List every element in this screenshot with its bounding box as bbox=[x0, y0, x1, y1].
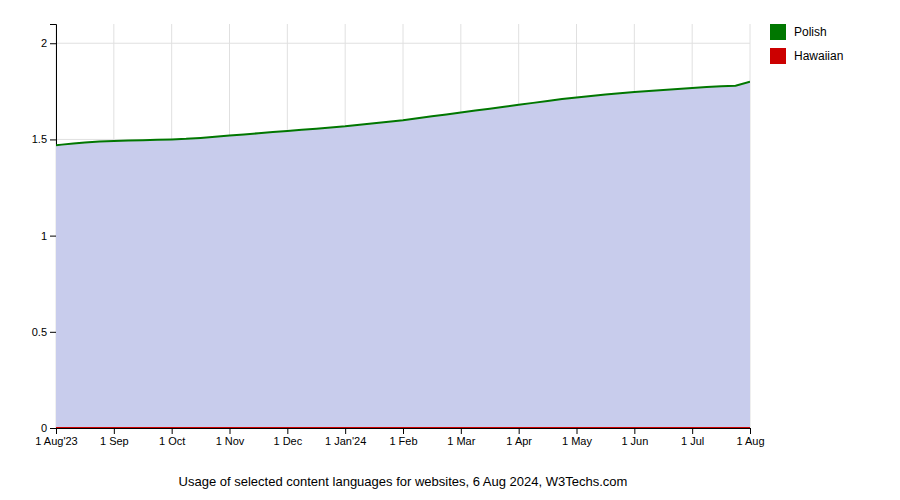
chart: 1 Aug'23 1 Sep 1 Oct 1 Nov 1 Dec 1 Jan'24 1 Fe… bbox=[0, 0, 900, 500]
y-tick-mark bbox=[50, 332, 56, 333]
y-tick: 1.5 bbox=[32, 133, 56, 145]
legend-item: Polish bbox=[770, 24, 827, 40]
x-tick-mark bbox=[172, 428, 173, 434]
x-tick-label: 1 Apr bbox=[506, 435, 532, 447]
title: Usage of selected content languages for … bbox=[179, 474, 628, 489]
y-tick: 0.5 bbox=[32, 326, 56, 338]
y-tick: 2 bbox=[41, 37, 56, 49]
x-tick-label: 1 May bbox=[562, 435, 592, 447]
y-tick-label: 2 bbox=[41, 37, 47, 49]
x-axis-line bbox=[57, 429, 751, 435]
x-tick: 1 Apr bbox=[506, 428, 532, 447]
y-axis-line bbox=[50, 25, 57, 429]
x-tick-mark bbox=[750, 428, 751, 434]
x-tick-label: 1 Mar bbox=[447, 435, 475, 447]
x-tick: 1 Mar bbox=[447, 428, 475, 447]
x-tick: 1 Jan'24 bbox=[325, 428, 366, 447]
x-tick: 1 Jul bbox=[681, 428, 704, 447]
x-tick-label: 1 Nov bbox=[216, 435, 245, 447]
x-tick: 1 Jun bbox=[621, 428, 648, 447]
x-tick-mark bbox=[345, 428, 346, 434]
x-tick-label: 1 Sep bbox=[100, 435, 129, 447]
y-axis: 0 0.5 1 1.5 2 bbox=[32, 25, 57, 435]
x-tick-label: 1 Aug'23 bbox=[35, 435, 77, 447]
x-tick-label: 1 Oct bbox=[159, 435, 185, 447]
series-line bbox=[56, 427, 750, 428]
y-tick-mark bbox=[50, 43, 56, 44]
x-tick: 1 Dec bbox=[273, 428, 302, 447]
legend-item: Hawaiian bbox=[770, 48, 843, 64]
x-tick-label: 1 Aug bbox=[736, 435, 764, 447]
x-tick-label: 1 Jun bbox=[621, 435, 648, 447]
x-tick-mark bbox=[519, 428, 520, 434]
y-tick: 0 bbox=[41, 422, 56, 434]
legend-swatch bbox=[770, 24, 786, 40]
x-tick: 1 Feb bbox=[389, 428, 417, 447]
x-tick-mark bbox=[230, 428, 231, 434]
series-line bbox=[56, 82, 750, 145]
y-tick: 1 bbox=[41, 230, 56, 242]
legend: Polish Hawaiian bbox=[770, 24, 843, 64]
x-tick-label: 1 Jul bbox=[681, 435, 704, 447]
plot: 1 Aug'23 1 Sep 1 Oct 1 Nov 1 Dec 1 Jan'24 1 Fe… bbox=[32, 24, 765, 447]
x-tick-label: 1 Jan'24 bbox=[325, 435, 366, 447]
x-tick: 1 Nov bbox=[216, 428, 245, 447]
grid bbox=[56, 24, 750, 428]
x-tick-mark bbox=[577, 428, 578, 434]
y-tick-label: 0.5 bbox=[32, 326, 47, 338]
legend-label: Polish bbox=[794, 25, 827, 39]
x-tick-mark bbox=[461, 428, 462, 434]
x-tick-mark bbox=[403, 428, 404, 434]
x-tick: 1 Aug bbox=[736, 428, 764, 447]
y-tick-mark bbox=[50, 428, 56, 429]
marks bbox=[56, 82, 750, 428]
x-tick-mark bbox=[692, 428, 693, 434]
y-tick-mark bbox=[50, 139, 56, 140]
area-fill bbox=[56, 82, 750, 428]
y-tick-label: 1 bbox=[41, 230, 47, 242]
x-tick-label: 1 Dec bbox=[273, 435, 302, 447]
y-tick-mark bbox=[50, 236, 56, 237]
x-tick: 1 May bbox=[562, 428, 592, 447]
y-tick-label: 0 bbox=[41, 422, 47, 434]
x-tick-mark bbox=[634, 428, 635, 434]
x-tick-mark bbox=[114, 428, 115, 434]
x-tick-label: 1 Feb bbox=[389, 435, 417, 447]
x-tick: 1 Sep bbox=[100, 428, 129, 447]
x-axis: 1 Aug'23 1 Sep 1 Oct 1 Nov 1 Dec 1 Jan'24 1 Fe… bbox=[35, 428, 764, 447]
grid-line bbox=[56, 43, 750, 44]
legend-label: Hawaiian bbox=[794, 49, 843, 63]
x-tick-mark bbox=[287, 428, 288, 434]
x-tick: 1 Oct bbox=[159, 428, 185, 447]
y-tick-label: 1.5 bbox=[32, 133, 47, 145]
legend-swatch bbox=[770, 48, 786, 64]
